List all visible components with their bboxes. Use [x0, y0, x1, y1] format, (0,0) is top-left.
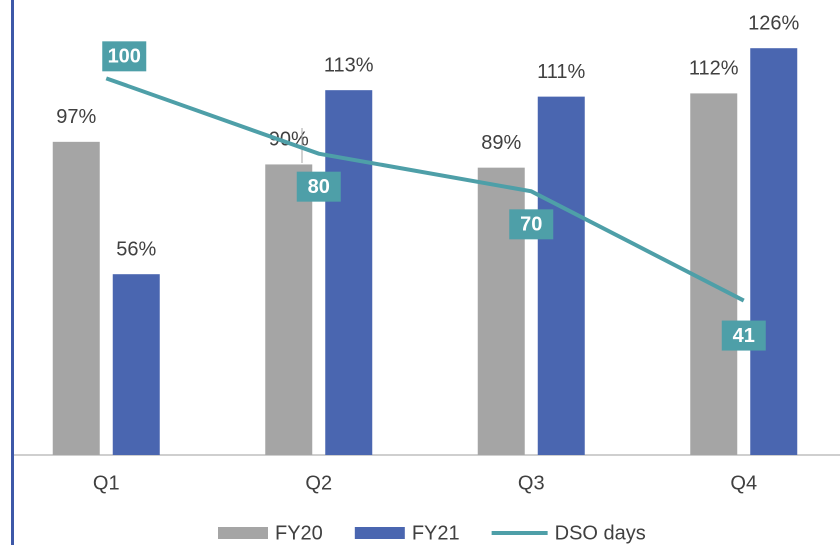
- line-label: 100: [108, 46, 141, 68]
- line-label: 41: [733, 325, 755, 347]
- label-box: [721, 320, 766, 351]
- bar: [112, 274, 160, 455]
- legend-label: DSO days: [555, 522, 646, 544]
- x-tick-label: Q1: [93, 472, 120, 494]
- left-border: [11, 0, 14, 545]
- bar: [52, 141, 100, 456]
- data-label: 56%: [116, 238, 156, 260]
- x-tick-label: Q4: [730, 472, 757, 494]
- bar: [325, 90, 373, 456]
- bar: [537, 96, 585, 455]
- legend-swatch: [354, 527, 405, 539]
- x-tick-label: Q2: [305, 472, 332, 494]
- label-box: [509, 209, 554, 240]
- label-box: [102, 41, 147, 72]
- bar: [690, 93, 738, 456]
- data-label: 113%: [324, 54, 374, 76]
- label-box: [296, 171, 341, 202]
- data-label: 89%: [481, 132, 521, 154]
- bar: [750, 48, 798, 455]
- data-label: 111%: [537, 61, 585, 83]
- line: [105, 76, 745, 303]
- legend-label: FY21: [412, 522, 460, 544]
- x-tick-label: Q3: [518, 472, 545, 494]
- line-label: 80: [308, 176, 330, 198]
- legend-swatch: [218, 527, 268, 539]
- data-label: 112%: [689, 58, 739, 80]
- line-label: 70: [520, 214, 542, 236]
- legend-label: FY20: [275, 522, 323, 544]
- data-label: 126%: [748, 12, 799, 34]
- bar: [265, 164, 313, 455]
- data-label: 97%: [56, 106, 96, 128]
